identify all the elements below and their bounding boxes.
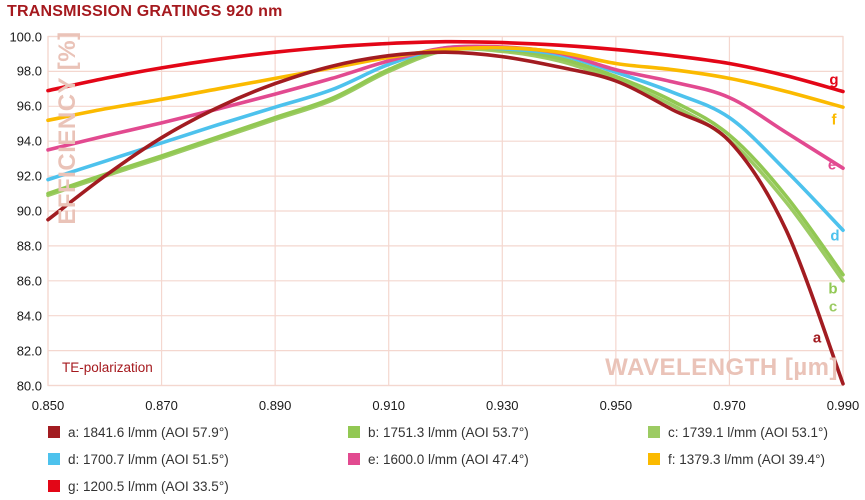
- y-tick-label: 84.0: [16, 308, 42, 324]
- x-tick-label: 0.850: [31, 398, 65, 413]
- polarization-annotation: TE-polarization: [62, 360, 153, 375]
- y-tick-label: 94.0: [16, 133, 42, 149]
- curve-label-f: f: [831, 111, 837, 129]
- y-tick-label: 86.0: [16, 273, 42, 289]
- legend-swatch-icon: [648, 426, 660, 438]
- y-tick-label: 80.0: [16, 378, 42, 393]
- y-tick-label: 90.0: [16, 203, 42, 219]
- curve-label-a: a: [812, 329, 822, 347]
- y-tick-label: 82.0: [16, 343, 42, 359]
- x-tick-label: 0.970: [713, 398, 746, 413]
- plot-border: [47, 35, 844, 387]
- curve-label-b: b: [828, 280, 838, 298]
- legend-label: f: 1379.3 l/mm (AOI 39.4°): [668, 451, 825, 467]
- series-curve-e: [46, 44, 845, 170]
- y-tick-label: 92.0: [16, 168, 42, 184]
- legend-item-e: e: 1600.0 l/mm (AOI 47.4°): [348, 450, 648, 468]
- y-tick-label: 96.0: [16, 98, 42, 114]
- y-tick-label: 100.0: [9, 29, 42, 44]
- curve-label-d: d: [830, 227, 840, 245]
- x-tick-label: 0.870: [145, 398, 178, 413]
- legend-swatch-icon: [348, 453, 360, 465]
- legend-item-d: d: 1700.7 l/mm (AOI 51.5°): [48, 450, 348, 468]
- x-tick-label: 0.950: [599, 398, 633, 413]
- series-curve-g: [46, 39, 845, 94]
- legend-label: c: 1739.1 l/mm (AOI 53.1°): [668, 424, 828, 440]
- series-curve-a: [46, 50, 845, 386]
- legend-swatch-icon: [48, 426, 60, 438]
- legend-item-a: a: 1841.6 l/mm (AOI 57.9°): [48, 423, 348, 441]
- x-tick-label: 0.890: [258, 398, 292, 413]
- plot-area: [46, 35, 845, 387]
- legend-swatch-icon: [348, 426, 360, 438]
- legend-label: a: 1841.6 l/mm (AOI 57.9°): [68, 424, 229, 440]
- legend-swatch-icon: [48, 453, 60, 465]
- legend-label: b: 1751.3 l/mm (AOI 53.7°): [368, 424, 529, 440]
- legend-item-g: g: 1200.5 l/mm (AOI 33.5°): [48, 477, 348, 495]
- series-curve-b: [46, 45, 845, 277]
- legend-item-f: f: 1379.3 l/mm (AOI 39.4°): [648, 450, 865, 468]
- x-tick-label: 0.930: [486, 398, 519, 413]
- y-axis-label: EFFICIENCY [%]: [54, 31, 81, 225]
- x-tick-label: 0.990: [826, 398, 860, 413]
- series-curve-f: [46, 45, 845, 123]
- y-tick-label: 98.0: [16, 63, 42, 79]
- curve-label-c: c: [828, 298, 838, 316]
- legend-item-b: b: 1751.3 l/mm (AOI 53.7°): [348, 423, 648, 441]
- y-tick-label: 88.0: [16, 238, 42, 254]
- curve-label-g: g: [829, 71, 839, 89]
- series-curve-d: [46, 44, 845, 232]
- curve-label-e: e: [827, 156, 837, 174]
- legend-label: g: 1200.5 l/mm (AOI 33.5°): [68, 478, 229, 494]
- legend-label: e: 1600.0 l/mm (AOI 47.4°): [368, 451, 529, 467]
- x-axis-label: WAVELENGTH [µm]: [605, 354, 838, 381]
- legend-label: d: 1700.7 l/mm (AOI 51.5°): [68, 451, 229, 467]
- legend-item-c: c: 1739.1 l/mm (AOI 53.1°): [648, 423, 865, 441]
- chart-title: TRANSMISSION GRATINGS 920 nm: [7, 3, 283, 20]
- legend-swatch-icon: [48, 480, 60, 492]
- legend: a: 1841.6 l/mm (AOI 57.9°) b: 1751.3 l/mm…: [0, 423, 865, 495]
- legend-swatch-icon: [648, 453, 660, 465]
- x-tick-label: 0.910: [372, 398, 405, 413]
